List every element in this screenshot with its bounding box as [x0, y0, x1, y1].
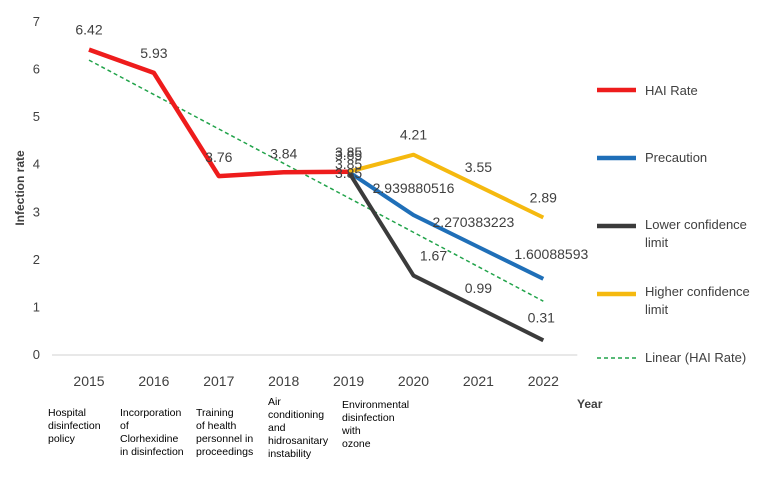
legend-label: limit — [645, 235, 668, 250]
milestone-annotation-line: Clorhexidine — [120, 433, 179, 445]
legend-item: Higher confidence limit — [597, 284, 750, 317]
y-tick-label: 7 — [33, 14, 40, 29]
x-tick-label: 2020 — [398, 373, 429, 389]
legend-item: Linear (HAI Rate) — [597, 350, 746, 365]
milestone-annotation-line: Air — [268, 396, 281, 408]
y-tick-label: 6 — [33, 62, 40, 77]
data-label: 2.939880516 — [373, 180, 455, 196]
legend-label: Higher confidence — [645, 284, 750, 299]
series-line-0 — [88, 47, 349, 179]
milestone-annotation-line: and — [268, 422, 286, 434]
legend-item: Lower confidence limit — [597, 217, 747, 250]
milestone-annotation-line: Training — [196, 407, 234, 419]
legend-label: Lower confidence — [645, 217, 747, 232]
milestone-annotation-line: Hospital — [48, 407, 86, 419]
data-label: 1.67 — [420, 248, 447, 264]
legend-label: limit — [645, 302, 668, 317]
y-tick-label: 3 — [33, 204, 40, 219]
milestone-annotation-line: Environmental — [342, 399, 410, 411]
legend-item: HAI Rate — [597, 83, 698, 98]
series-line-2 — [346, 170, 545, 343]
legend-item: Precaution — [597, 150, 707, 165]
milestone-annotation-line: with — [342, 425, 361, 437]
data-label: 1.60088593 — [514, 246, 588, 262]
x-tick-label: 2017 — [203, 373, 234, 389]
x-tick-label: 2021 — [463, 373, 494, 389]
milestone-annotation: Environmental disinfection with ozone — [342, 399, 420, 451]
x-tick-label: 2019 — [333, 373, 364, 389]
milestone-annotation: Incorporation of Clorhexidine in disinfecti… — [120, 407, 198, 459]
data-label: 0.99 — [465, 280, 492, 296]
data-label: 6.42 — [75, 22, 102, 38]
milestone-annotation-line: in disinfection — [120, 446, 184, 458]
milestone-annotation: Air conditioning and hidrosanitary instabili… — [268, 396, 346, 461]
y-axis-title: Infection rate — [13, 150, 27, 226]
data-label: 0.31 — [528, 309, 555, 325]
milestone-annotation-line: disinfection — [48, 420, 101, 432]
milestone-annotation-line: instability — [268, 448, 312, 460]
data-label: 2.270383223 — [433, 214, 515, 230]
x-tick-label: 2018 — [268, 373, 299, 389]
milestone-annotation-line: ozone — [342, 438, 371, 450]
data-label: 3.85 — [335, 156, 362, 172]
data-label: 3.85 — [335, 147, 362, 163]
y-tick-label: 1 — [33, 299, 40, 314]
milestone-annotation-line: conditioning — [268, 409, 325, 421]
x-tick-label: 2022 — [528, 373, 559, 389]
data-label: 3.76 — [205, 149, 232, 165]
legend-label: Precaution — [645, 150, 707, 165]
milestone-annotation-line: personnel in — [196, 433, 254, 445]
milestone-annotation-line: disinfection — [342, 412, 395, 424]
y-tick-label: 0 — [33, 347, 40, 362]
x-axis-title: Year — [577, 397, 603, 411]
data-label: 3.85 — [335, 165, 362, 181]
y-tick-label: 2 — [33, 252, 40, 267]
series-line-4 — [88, 59, 544, 302]
milestone-annotation-line: of — [120, 420, 129, 432]
milestone-annotation-line: proceedings — [196, 446, 254, 458]
data-label: 3.84 — [270, 145, 297, 161]
milestone-annotation-line: of health — [196, 420, 237, 432]
y-tick-label: 4 — [33, 157, 40, 172]
y-tick-label: 5 — [33, 109, 40, 124]
milestone-annotation: Hospital disinfection policy — [48, 407, 126, 446]
x-tick-label: 2015 — [73, 373, 104, 389]
legend-label: HAI Rate — [645, 83, 698, 98]
data-label: 4.21 — [400, 127, 427, 143]
data-label: 3.85 — [335, 144, 362, 160]
milestone-annotation-line: Incorporation — [120, 407, 182, 419]
legend-label: Linear (HAI Rate) — [645, 350, 746, 365]
data-label: 5.93 — [140, 45, 167, 61]
x-tick-label: 2016 — [138, 373, 169, 389]
milestone-annotation-line: policy — [48, 433, 75, 445]
data-label: 2.89 — [530, 190, 557, 206]
milestone-annotation-line: hidrosanitary — [268, 435, 329, 447]
series-line-1 — [347, 170, 545, 281]
data-label: 3.55 — [465, 159, 492, 175]
milestone-annotation: Training of health personnel in proceedings — [196, 407, 274, 459]
series-line-3 — [348, 152, 545, 220]
